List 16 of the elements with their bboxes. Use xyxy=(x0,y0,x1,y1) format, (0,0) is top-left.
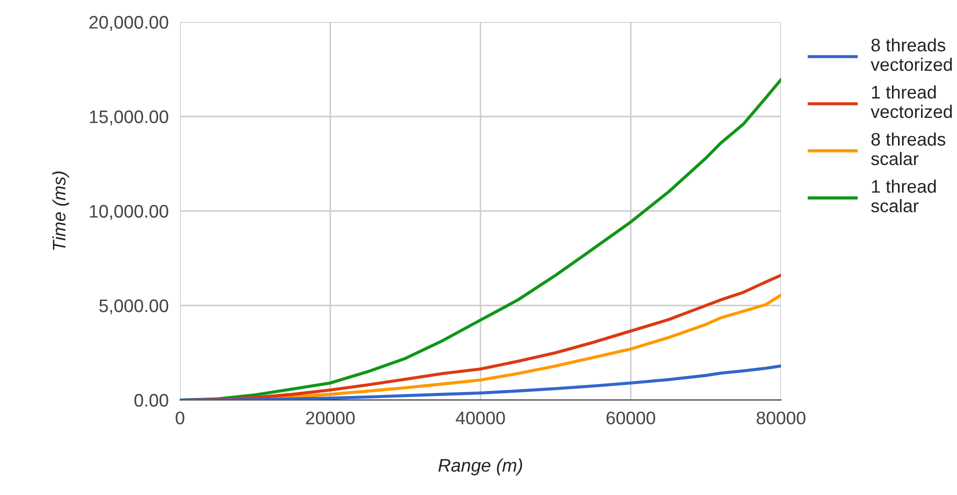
y-tick-label: 5,000.00 xyxy=(99,299,168,314)
y-tick-label: 10,000.00 xyxy=(90,204,168,220)
x-axis-title: Range (m) xyxy=(438,458,522,476)
legend-label: 1 thread vectorized xyxy=(870,85,952,118)
legend-label: 1 thread scalar xyxy=(871,180,936,212)
x-tick-label: 20000 xyxy=(306,412,355,424)
legend-label: 8 threads scalar xyxy=(871,132,946,166)
x-tick-label: 40000 xyxy=(456,412,505,424)
x-tick-label: 60000 xyxy=(606,412,656,424)
y-tick-label: 15,000.00 xyxy=(90,110,168,126)
y-axis-title: Time (ms) xyxy=(52,172,70,250)
y-tick-label: 20,000.00 xyxy=(89,16,168,31)
y-tick-label: 0.00 xyxy=(134,394,168,407)
x-tick-label: 80000 xyxy=(756,412,806,424)
x-tick-label: 0 xyxy=(176,412,184,424)
legend-label: 8 threads vectorized xyxy=(870,38,952,71)
